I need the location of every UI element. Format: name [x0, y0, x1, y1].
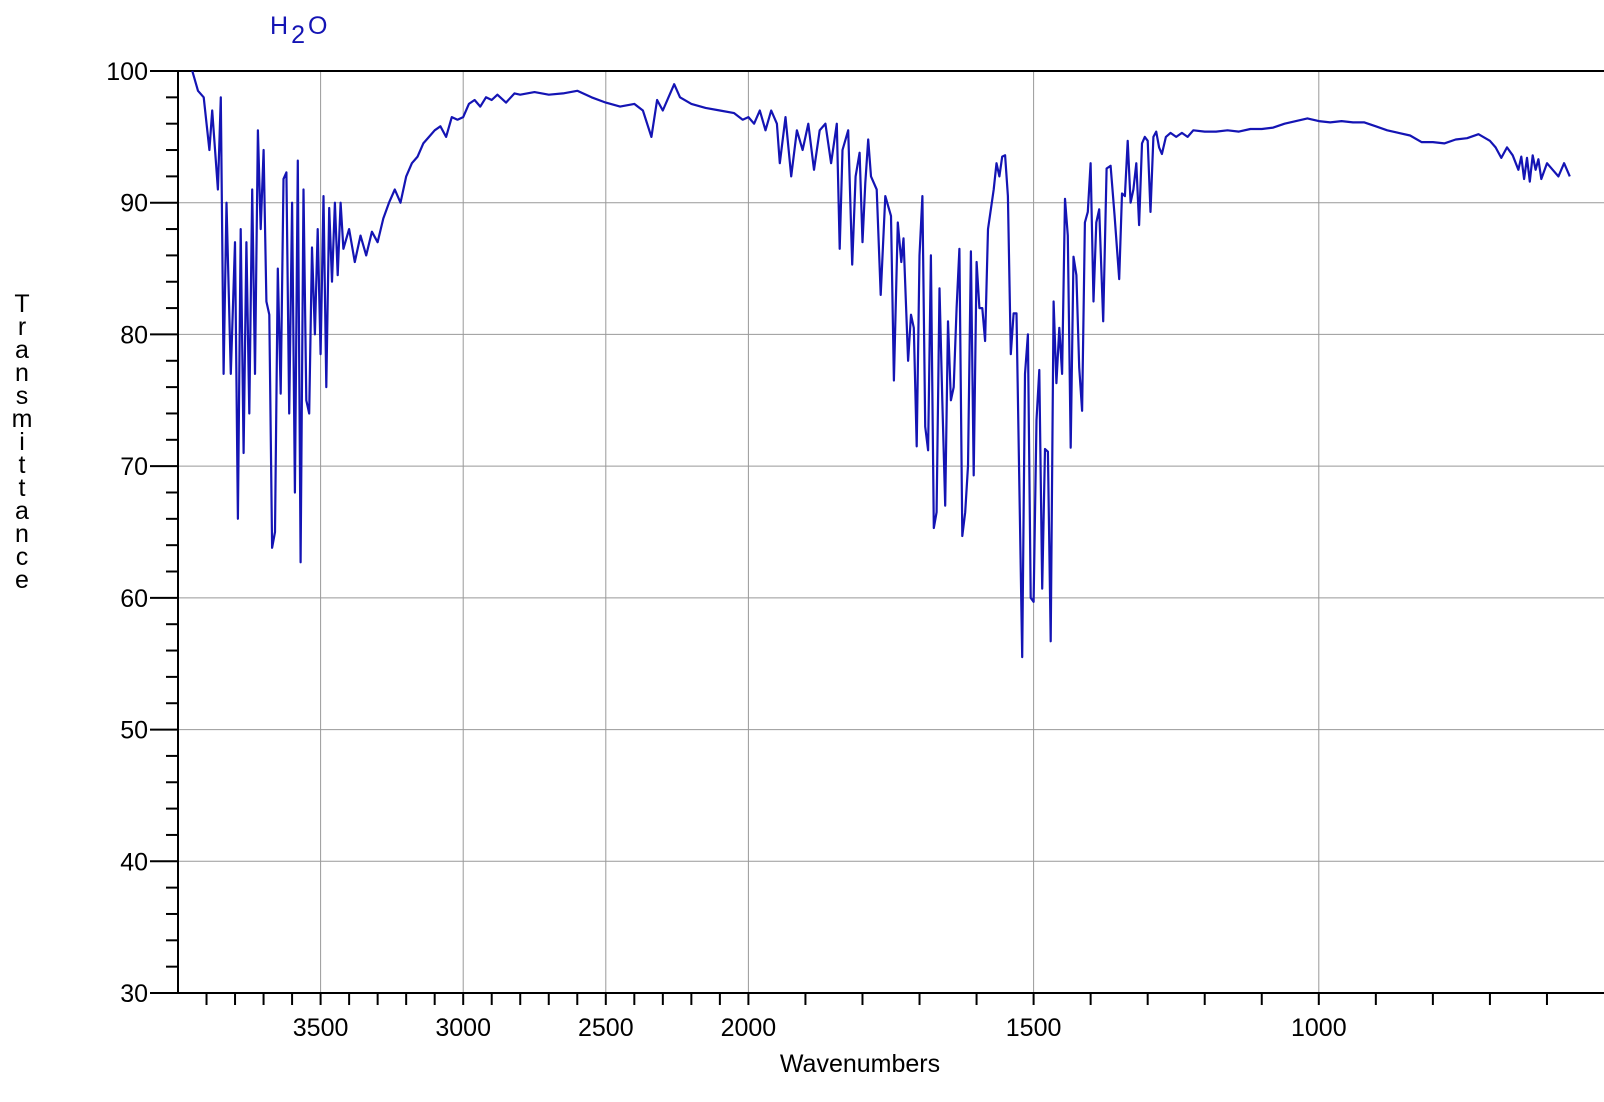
x-tick-label: 1500 [1006, 1014, 1062, 1042]
spectrum-line [191, 70, 1571, 659]
y-tick-label: 50 [120, 717, 148, 745]
y-tick-label: 100 [106, 58, 148, 86]
x-tick-label: 3500 [293, 1014, 349, 1042]
x-axis-label: Wavenumbers [780, 1050, 940, 1078]
y-tick-label: 90 [120, 190, 148, 218]
y-tick-label: 70 [120, 453, 148, 481]
y-tick-label: 30 [120, 980, 148, 1008]
y-tick-label: 80 [120, 321, 148, 349]
x-tick-label: 2500 [578, 1014, 634, 1042]
x-tick-label: 1000 [1291, 1014, 1347, 1042]
y-tick-label: 60 [120, 585, 148, 613]
x-tick-label: 2000 [721, 1014, 777, 1042]
y-tick-label: 40 [120, 848, 148, 876]
x-tick-label: 3000 [435, 1014, 491, 1042]
